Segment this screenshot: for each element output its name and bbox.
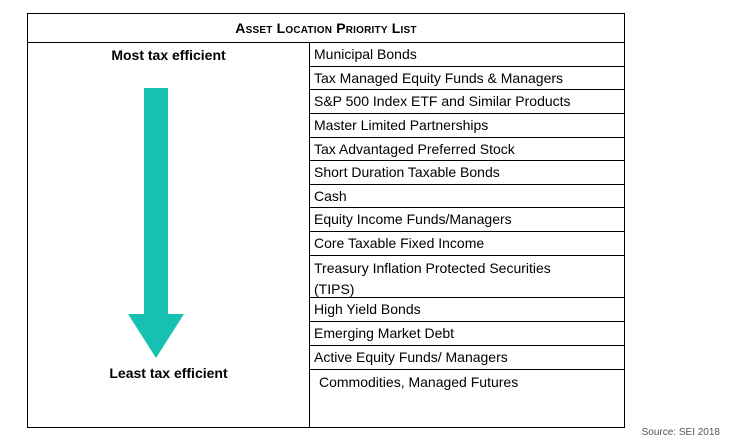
asset-row: Tax Managed Equity Funds & Managers: [310, 67, 624, 90]
asset-row: Emerging Market Debt: [310, 322, 624, 346]
asset-row: Core Taxable Fixed Income: [310, 232, 624, 256]
asset-row: Active Equity Funds/ Managers: [310, 346, 624, 370]
least-efficient-label: Least tax efficient: [109, 365, 228, 381]
table-title: Asset Location Priority List: [28, 14, 624, 43]
efficiency-scale: Most tax efficient Least tax efficient: [28, 43, 310, 427]
asset-location-table: Asset Location Priority List Most tax ef…: [27, 13, 625, 428]
asset-row: Tax Advantaged Preferred Stock: [310, 138, 624, 161]
source-note: Source: SEI 2018: [641, 427, 720, 438]
asset-row: High Yield Bonds: [310, 298, 624, 322]
most-efficient-label: Most tax efficient: [111, 47, 226, 63]
asset-row: S&P 500 Index ETF and Similar Products: [310, 90, 624, 114]
asset-list: Municipal Bonds Tax Managed Equity Funds…: [310, 43, 624, 427]
asset-row: Short Duration Taxable Bonds: [310, 161, 624, 185]
asset-row: Equity Income Funds/Managers: [310, 208, 624, 232]
down-arrow-icon: [128, 88, 184, 358]
asset-row: Commodities, Managed Futures: [319, 374, 519, 390]
asset-row: Master Limited Partnerships: [310, 114, 624, 138]
asset-row: Treasury Inflation Protected Securities …: [310, 256, 624, 298]
asset-row: Municipal Bonds: [310, 43, 624, 67]
asset-row: Cash: [310, 185, 624, 208]
